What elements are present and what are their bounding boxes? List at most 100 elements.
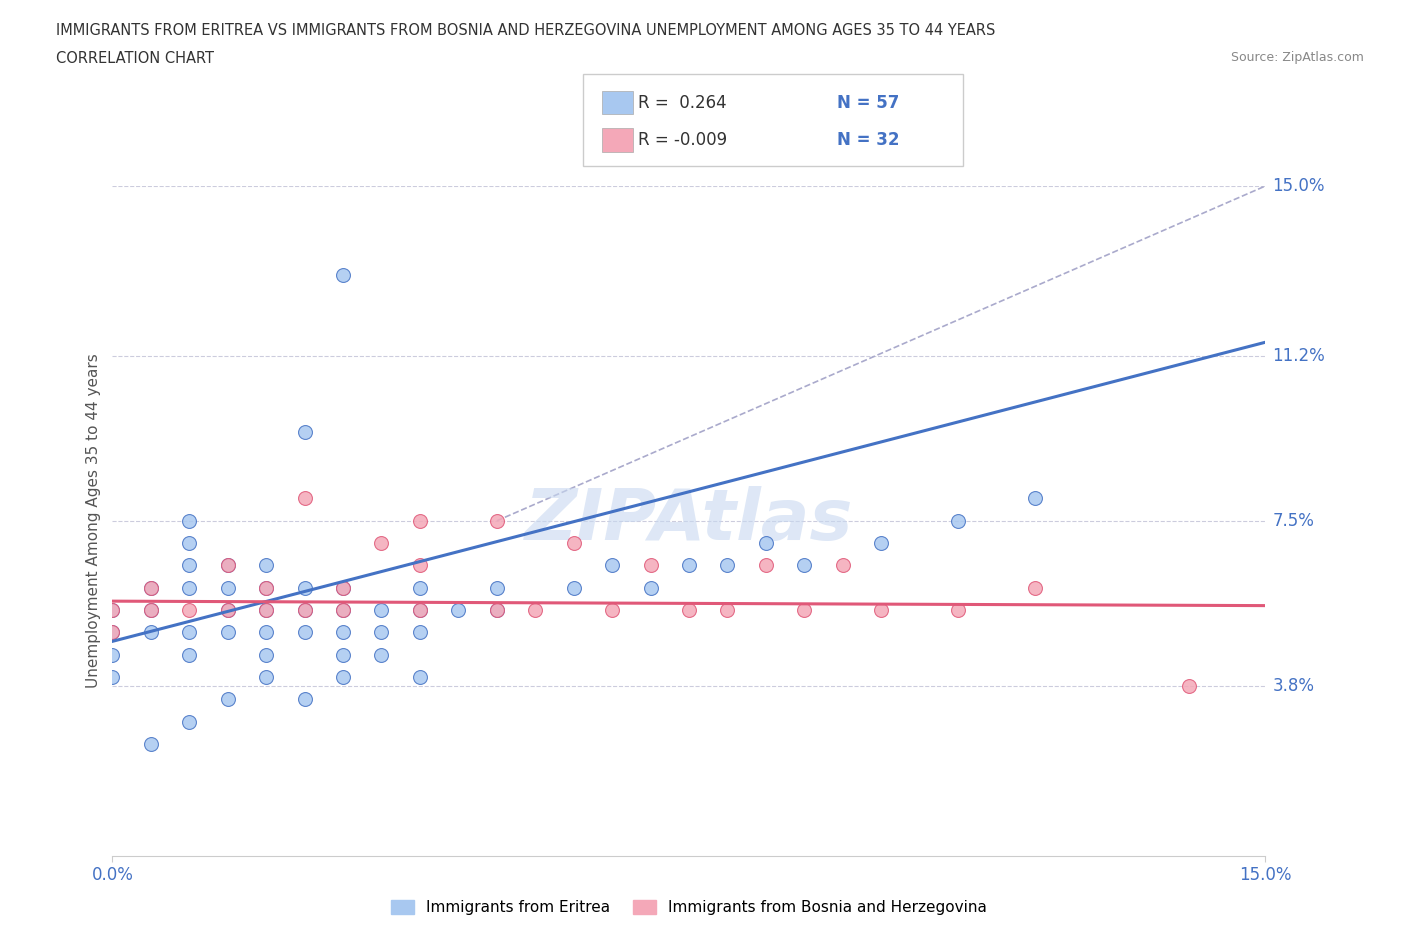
Point	[294, 424, 316, 439]
Point	[217, 603, 239, 618]
Point	[332, 580, 354, 595]
Point	[101, 670, 124, 684]
Text: ZIPAtlas: ZIPAtlas	[524, 486, 853, 555]
Point	[485, 580, 508, 595]
Point	[179, 558, 201, 573]
Point	[217, 558, 239, 573]
Text: R =  0.264: R = 0.264	[638, 94, 727, 113]
Text: Source: ZipAtlas.com: Source: ZipAtlas.com	[1230, 51, 1364, 64]
Point	[217, 692, 239, 707]
Point	[409, 670, 432, 684]
Point	[294, 603, 316, 618]
Point	[101, 625, 124, 640]
Point	[600, 603, 623, 618]
Point	[139, 580, 162, 595]
Point	[716, 558, 738, 573]
Point	[217, 580, 239, 595]
Point	[332, 268, 354, 283]
Point	[678, 603, 700, 618]
Point	[254, 603, 277, 618]
Point	[332, 580, 354, 595]
Point	[254, 670, 277, 684]
Point	[179, 513, 201, 528]
Point	[524, 603, 547, 618]
Point	[409, 580, 432, 595]
Point	[179, 625, 201, 640]
Point	[793, 603, 815, 618]
Point	[101, 603, 124, 618]
Point	[755, 536, 778, 551]
Point	[254, 580, 277, 595]
Point	[332, 625, 354, 640]
Point	[294, 625, 316, 640]
Point	[946, 513, 969, 528]
Point	[217, 603, 239, 618]
Point	[254, 647, 277, 662]
Text: R = -0.009: R = -0.009	[638, 131, 727, 150]
Text: CORRELATION CHART: CORRELATION CHART	[56, 51, 214, 66]
Point	[254, 603, 277, 618]
Point	[1177, 679, 1199, 694]
Point	[294, 580, 316, 595]
Point	[254, 580, 277, 595]
Point	[139, 603, 162, 618]
Point	[179, 647, 201, 662]
Point	[139, 603, 162, 618]
Point	[409, 603, 432, 618]
Point	[793, 558, 815, 573]
Point	[139, 625, 162, 640]
Point	[139, 737, 162, 751]
Point	[217, 558, 239, 573]
Point	[678, 558, 700, 573]
Point	[409, 603, 432, 618]
Point	[179, 603, 201, 618]
Point	[1024, 580, 1046, 595]
Point	[409, 513, 432, 528]
Text: 7.5%: 7.5%	[1272, 512, 1315, 530]
Point	[870, 536, 893, 551]
Point	[1024, 491, 1046, 506]
Point	[640, 558, 662, 573]
Text: N = 57: N = 57	[837, 94, 898, 113]
Point	[370, 603, 392, 618]
Point	[447, 603, 470, 618]
Point	[332, 647, 354, 662]
Point	[101, 625, 124, 640]
Point	[370, 625, 392, 640]
Point	[101, 647, 124, 662]
Text: 3.8%: 3.8%	[1272, 677, 1315, 695]
Point	[179, 536, 201, 551]
Text: 11.2%: 11.2%	[1272, 347, 1326, 365]
Point	[870, 603, 893, 618]
Point	[139, 580, 162, 595]
Point	[332, 670, 354, 684]
Text: IMMIGRANTS FROM ERITREA VS IMMIGRANTS FROM BOSNIA AND HERZEGOVINA UNEMPLOYMENT A: IMMIGRANTS FROM ERITREA VS IMMIGRANTS FR…	[56, 23, 995, 38]
Point	[831, 558, 853, 573]
Point	[101, 603, 124, 618]
Point	[640, 580, 662, 595]
Point	[562, 580, 585, 595]
Point	[332, 603, 354, 618]
Point	[409, 558, 432, 573]
Point	[370, 647, 392, 662]
Point	[755, 558, 778, 573]
Point	[485, 513, 508, 528]
Point	[332, 603, 354, 618]
Point	[600, 558, 623, 573]
Point	[294, 491, 316, 506]
Point	[562, 536, 585, 551]
Point	[946, 603, 969, 618]
Point	[294, 603, 316, 618]
Point	[179, 580, 201, 595]
Point	[409, 625, 432, 640]
Point	[716, 603, 738, 618]
Text: N = 32: N = 32	[837, 131, 898, 150]
Point	[254, 558, 277, 573]
Legend: Immigrants from Eritrea, Immigrants from Bosnia and Herzegovina: Immigrants from Eritrea, Immigrants from…	[391, 900, 987, 915]
Point	[179, 714, 201, 729]
Point	[254, 625, 277, 640]
Y-axis label: Unemployment Among Ages 35 to 44 years: Unemployment Among Ages 35 to 44 years	[86, 353, 101, 688]
Text: 15.0%: 15.0%	[1272, 177, 1324, 195]
Point	[485, 603, 508, 618]
Point	[485, 603, 508, 618]
